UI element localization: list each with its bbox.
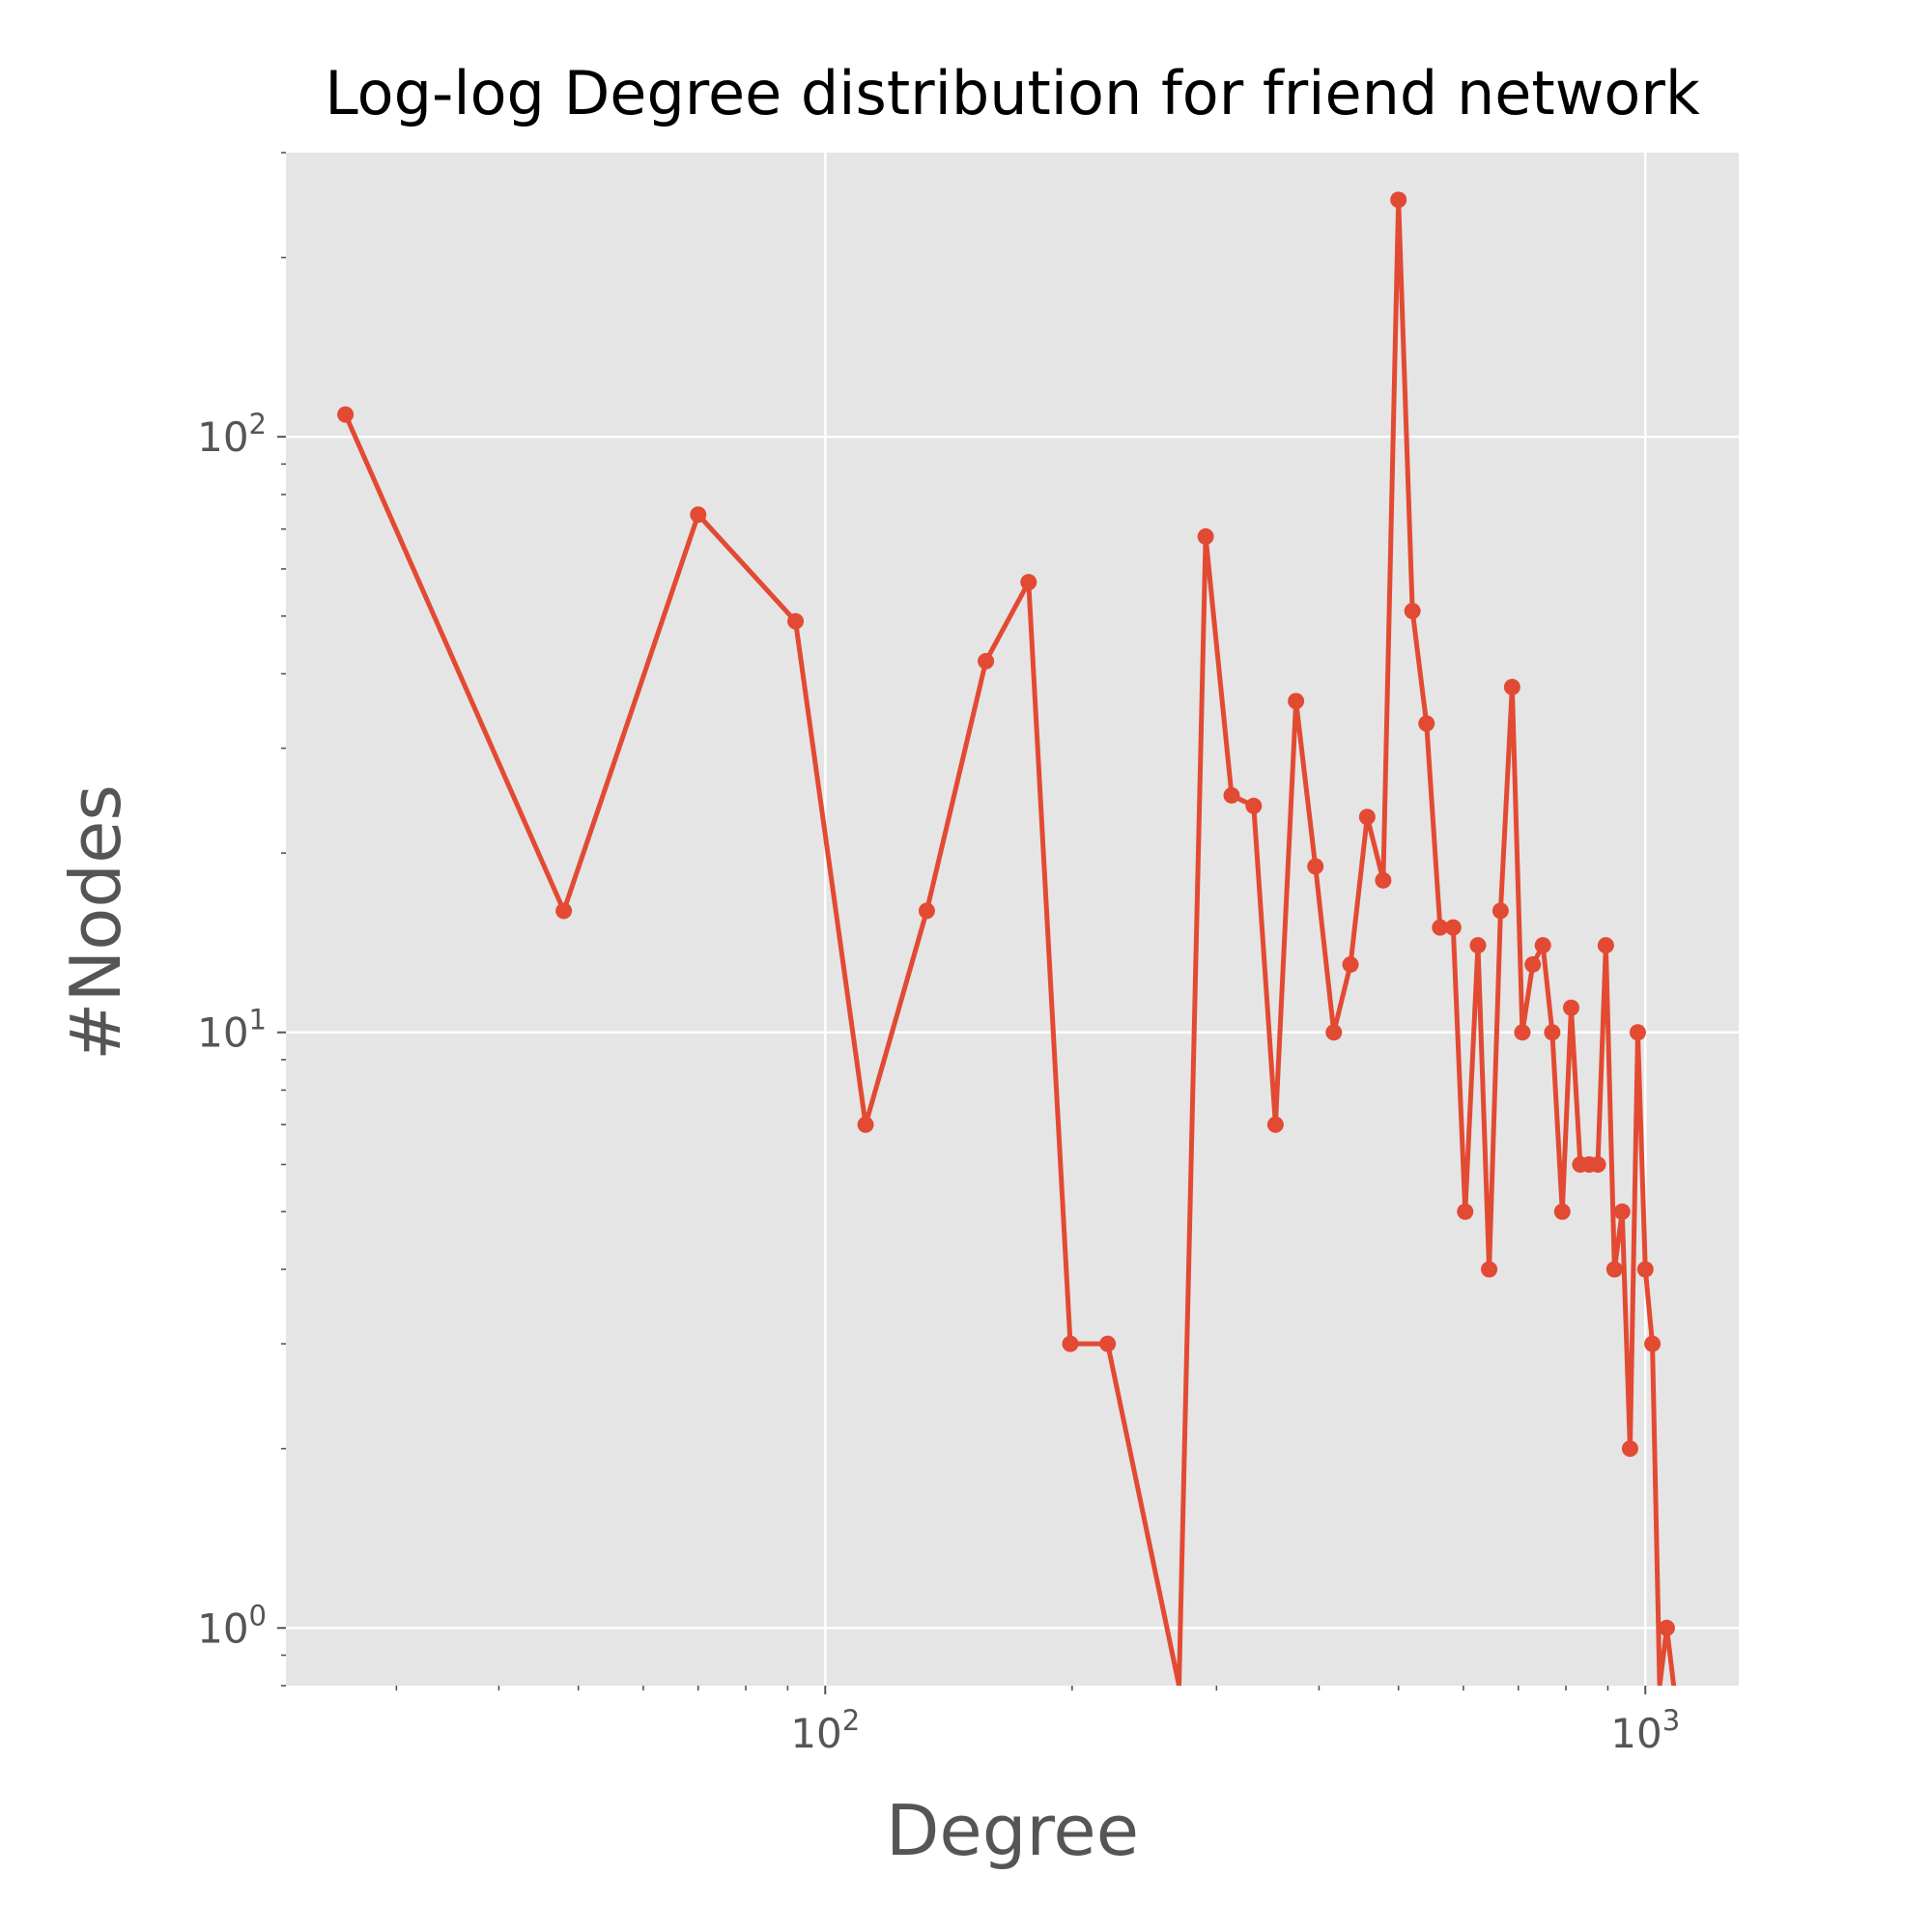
x-axis-label: Degree [886,1790,1139,1871]
data-point [1629,1024,1646,1041]
data-point [787,612,805,630]
data-point [1223,786,1240,804]
data-point [1469,937,1487,954]
data-point [1432,919,1449,936]
data-point [1621,1440,1638,1458]
data-point [1197,527,1214,545]
data-point [1524,955,1542,973]
data-point [1245,797,1263,814]
data-point [1418,715,1435,732]
plot-area [286,153,1739,1686]
data-point [1553,1203,1571,1220]
data-point [1266,1116,1284,1133]
chart-title: Log-log Degree distribution for friend n… [325,58,1700,128]
y-tick-labels: 100 101 102 [197,408,267,1652]
data-point [1020,574,1037,591]
data-point [1597,937,1614,954]
y-axis-label: #Nodes [55,784,136,1061]
data-point [1644,1335,1662,1352]
y-tick-label: 101 [197,1004,267,1057]
data-point [1358,809,1376,826]
data-point [555,902,573,920]
data-point [1288,693,1305,710]
data-point [1342,955,1359,973]
x-tick-label: 102 [790,1704,860,1757]
y-tick-label: 102 [197,408,267,461]
data-point [978,652,995,669]
major-ticks [277,436,1647,1694]
data-point [1390,191,1407,209]
data-point [1099,1335,1117,1352]
data-point [1589,1155,1606,1173]
data-point [1562,999,1579,1016]
data-point [1544,1024,1561,1041]
data-point [1307,858,1324,875]
data-point [1514,1024,1531,1041]
data-point [1404,602,1421,619]
y-tick-label: 100 [197,1599,267,1652]
data-point [1658,1619,1675,1636]
data-point [1503,678,1520,696]
x-tick-label: 103 [1610,1704,1680,1757]
data-point [1492,902,1509,920]
data-point [1605,1261,1623,1278]
data-point [1613,1203,1631,1220]
data-point [690,506,707,524]
data-point [337,406,355,423]
data-point [918,902,935,920]
data-point [1534,937,1551,954]
data-point [1636,1261,1654,1278]
data-point [1481,1261,1498,1278]
minor-ticks [281,152,1609,1690]
data-point [1062,1335,1079,1352]
data-point [857,1116,874,1133]
data-point [1444,919,1462,936]
data-point [1325,1024,1343,1041]
data-point [1375,871,1392,889]
series-layer [337,191,1677,1686]
x-tick-labels: 102 103 [790,1704,1680,1757]
data-point [1457,1203,1474,1220]
